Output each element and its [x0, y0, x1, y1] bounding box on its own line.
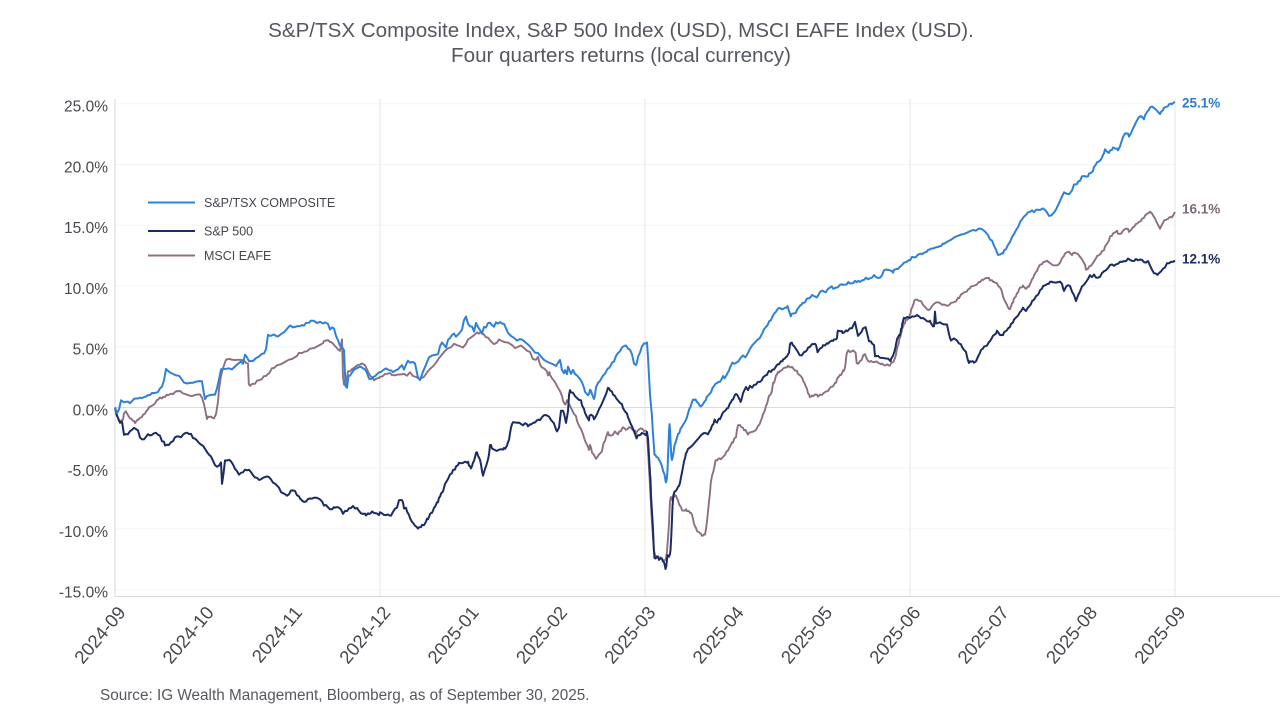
svg-text:-10.0%: -10.0%: [59, 524, 108, 541]
svg-text:MSCI EAFE: MSCI EAFE: [204, 249, 271, 263]
svg-text:12.1%: 12.1%: [1182, 252, 1220, 267]
svg-text:Source: IG Wealth Management,: Source: IG Wealth Management, Bloomberg,…: [100, 687, 590, 704]
svg-text:25.1%: 25.1%: [1182, 96, 1220, 111]
svg-text:20.0%: 20.0%: [64, 159, 108, 176]
svg-text:-15.0%: -15.0%: [59, 585, 108, 602]
svg-text:15.0%: 15.0%: [64, 220, 108, 237]
svg-text:S&P/TSX Composite Index, S&P 5: S&P/TSX Composite Index, S&P 500 Index (…: [268, 19, 974, 42]
svg-text:16.1%: 16.1%: [1182, 202, 1220, 217]
svg-text:5.0%: 5.0%: [73, 342, 109, 359]
svg-text:0.0%: 0.0%: [73, 402, 109, 419]
svg-text:-5.0%: -5.0%: [68, 463, 109, 480]
svg-text:Four quarters returns (local c: Four quarters returns (local currency): [451, 44, 791, 67]
svg-text:S&P 500: S&P 500: [204, 225, 253, 239]
svg-text:S&P/TSX COMPOSITE: S&P/TSX COMPOSITE: [204, 196, 335, 210]
svg-text:25.0%: 25.0%: [64, 99, 108, 116]
svg-text:10.0%: 10.0%: [64, 281, 108, 298]
